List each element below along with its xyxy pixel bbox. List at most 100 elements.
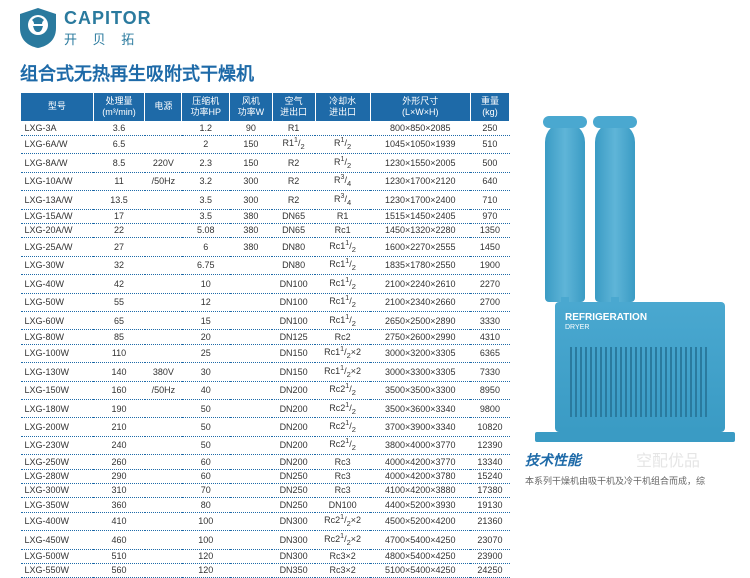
cell xyxy=(145,512,182,530)
cell: 65 xyxy=(93,312,145,330)
cell: 250 xyxy=(470,121,509,135)
cell xyxy=(145,135,182,153)
logo-icon xyxy=(20,8,56,48)
cell xyxy=(145,418,182,436)
cell: DN250 xyxy=(272,498,315,512)
cell xyxy=(230,549,272,563)
cell: Rc11/2×2 xyxy=(315,344,370,362)
cell: 25 xyxy=(182,344,230,362)
cell: 3330 xyxy=(470,312,509,330)
cell: DN100 xyxy=(315,498,370,512)
table-row: LXG-20A/W225.08380DN65Rc11450×1320×22801… xyxy=(21,223,510,237)
cell: DN200 xyxy=(272,455,315,469)
cell: 120 xyxy=(182,549,230,563)
cell: LXG-40W xyxy=(21,275,94,293)
cell: 23900 xyxy=(470,549,509,563)
table-row: LXG-100W11025DN150Rc11/2×23000×3200×3305… xyxy=(21,344,510,362)
cell: 50 xyxy=(182,400,230,418)
cell xyxy=(145,209,182,223)
col-header: 空气进出口 xyxy=(272,93,315,122)
cell: Rc21/2 xyxy=(315,400,370,418)
cell: DN300 xyxy=(272,549,315,563)
brand: CAPITOR 开 贝 拓 xyxy=(64,8,152,48)
cell: 4310 xyxy=(470,330,509,344)
cell: 4400×5200×3930 xyxy=(370,498,470,512)
cell: 190 xyxy=(93,400,145,418)
cell: Rc11/2×2 xyxy=(315,363,370,381)
cell: 1230×1700×2120 xyxy=(370,172,470,190)
cell: LXG-550W xyxy=(21,563,94,577)
cell xyxy=(145,223,182,237)
cell xyxy=(145,483,182,497)
cell xyxy=(145,238,182,256)
cell: Rc11/2 xyxy=(315,312,370,330)
cell: 30 xyxy=(182,363,230,381)
cell: DN65 xyxy=(272,223,315,237)
cell: 15240 xyxy=(470,469,509,483)
cell: Rc21/2 xyxy=(315,381,370,399)
cell xyxy=(230,400,272,418)
cell: LXG-25A/W xyxy=(21,238,94,256)
cell xyxy=(230,363,272,381)
cell: LXG-250W xyxy=(21,455,94,469)
cell xyxy=(145,436,182,454)
table-row: LXG-550W560120DN350Rc3×25100×5400×425024… xyxy=(21,563,510,577)
cell: 2 xyxy=(182,135,230,153)
cell: 260 xyxy=(93,455,145,469)
product-area: REFRIGERATION DRYER 技术性能 本系列干燥机由吸干机及冷干机组… xyxy=(510,92,745,578)
cell: 150 xyxy=(230,135,272,153)
table-row: LXG-30W326.75DN80Rc11/21835×1780×2550190… xyxy=(21,256,510,274)
cell: 290 xyxy=(93,469,145,483)
cell: DN250 xyxy=(272,469,315,483)
cell: Rc3×2 xyxy=(315,549,370,563)
cell xyxy=(230,293,272,311)
cell: 20 xyxy=(182,330,230,344)
cell xyxy=(230,455,272,469)
cell xyxy=(145,293,182,311)
table-row: LXG-3A3.61.290R1800×850×2085250 xyxy=(21,121,510,135)
cell: 24250 xyxy=(470,563,509,577)
cell: 3500×3600×3340 xyxy=(370,400,470,418)
cell: 800×850×2085 xyxy=(370,121,470,135)
cell xyxy=(145,256,182,274)
cell xyxy=(230,275,272,293)
cell: LXG-350W xyxy=(21,498,94,512)
page-title: 组合式无热再生吸附式干燥机 xyxy=(0,56,750,92)
cell: 13340 xyxy=(470,455,509,469)
cell: LXG-8A/W xyxy=(21,154,94,172)
table-row: LXG-80W8520DN125Rc22750×2600×29904310 xyxy=(21,330,510,344)
cell xyxy=(230,531,272,549)
table-row: LXG-15A/W173.5380DN65R11515×1450×2405970 xyxy=(21,209,510,223)
cell: 3500×3500×3300 xyxy=(370,381,470,399)
cell: 2650×2500×2890 xyxy=(370,312,470,330)
table-row: LXG-450W460100DN300Rc21/2×24700×5400×425… xyxy=(21,531,510,549)
cell: 40 xyxy=(182,381,230,399)
content: 型号处理量(m³/min)电源压缩机功率HP风机功率W空气进出口冷却水进出口外形… xyxy=(0,92,750,578)
table-row: LXG-400W410100DN300Rc21/2×24500×5200×420… xyxy=(21,512,510,530)
cell: Rc11/2 xyxy=(315,293,370,311)
cell: DN125 xyxy=(272,330,315,344)
cell: 17380 xyxy=(470,483,509,497)
cell xyxy=(145,400,182,418)
cell: Rc3 xyxy=(315,455,370,469)
cell: Rc1 xyxy=(315,223,370,237)
table-row: LXG-40W4210DN100Rc11/22100×2240×26102270 xyxy=(21,275,510,293)
cell: DN80 xyxy=(272,238,315,256)
cell: LXG-60W xyxy=(21,312,94,330)
cell: 11 xyxy=(93,172,145,190)
cell xyxy=(230,498,272,512)
cell: 1230×1550×2005 xyxy=(370,154,470,172)
cell: Rc21/2×2 xyxy=(315,512,370,530)
cell xyxy=(315,121,370,135)
cell: LXG-450W xyxy=(21,531,94,549)
cell: 2.3 xyxy=(182,154,230,172)
cell: 1450 xyxy=(470,238,509,256)
table-row: LXG-8A/W8.5220V2.3150R2R1/21230×1550×200… xyxy=(21,154,510,172)
cell: 9800 xyxy=(470,400,509,418)
cell: 160 xyxy=(93,381,145,399)
cell: 3800×4000×3770 xyxy=(370,436,470,454)
cell: DN80 xyxy=(272,256,315,274)
cell: Rc3×2 xyxy=(315,563,370,577)
cell: 80 xyxy=(182,498,230,512)
cell: R2 xyxy=(272,172,315,190)
